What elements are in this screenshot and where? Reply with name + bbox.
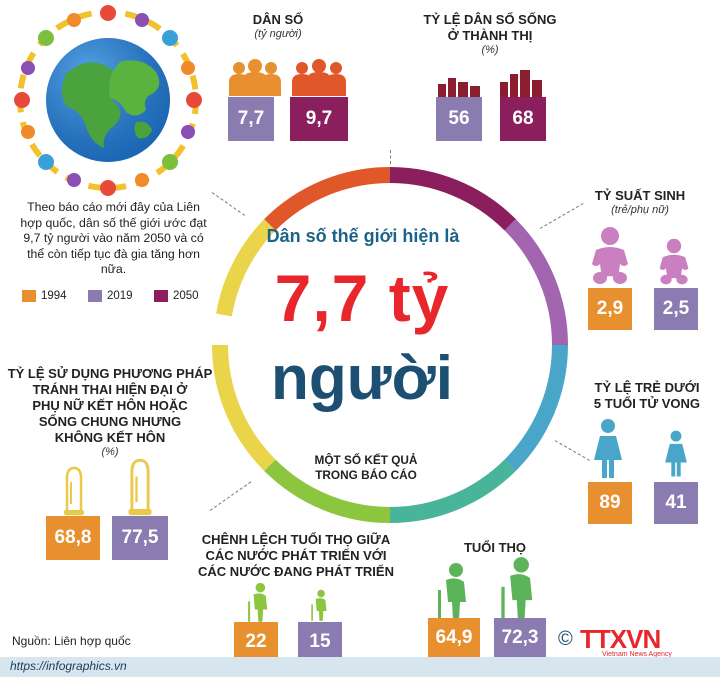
source-text: Nguồn: Liên hợp quốc [12, 634, 131, 648]
life-gap-title-line1: CHÊNH LỆCH TUỔI THỌ GIỮA [201, 532, 391, 547]
life-gap-title-line2: CÁC NƯỚC PHÁT TRIỂN VỚI [205, 548, 387, 563]
logo-tagline: Vietnam News Agency [602, 651, 672, 658]
contraception-2019-value: 77,5 [112, 516, 168, 560]
population-2050-value: 9,7 [290, 97, 348, 141]
urban-2050-value: 68 [500, 97, 546, 141]
legend-swatch-2019 [88, 290, 102, 302]
life-expectancy-1994-value: 64,9 [428, 618, 480, 658]
contraception-title-line4: SỐNG CHUNG NHƯNG [38, 414, 182, 429]
legend-item-2050: 2050 [154, 290, 199, 302]
elderly-person-icon [311, 589, 327, 621]
legend-item-1994: 1994 [22, 290, 67, 302]
intro-text: Theo báo cáo mới đây của Liên hợp quốc, … [20, 200, 207, 276]
people-circle-icon [14, 5, 202, 196]
condom-icon [128, 458, 152, 516]
legend-swatch-1994 [22, 290, 36, 302]
legend-swatch-2050 [154, 290, 168, 302]
copyright-icon: © [558, 628, 573, 650]
population-title: DÂN SỐ [252, 12, 304, 27]
globe-illustration [14, 5, 202, 196]
life-gap-2019-value: 15 [298, 622, 342, 662]
contraception-title-line2: TRÁNH THAI HIỆN ĐẠI Ở [32, 382, 188, 397]
contraception-title-line5: KHÔNG KẾT HÔN [54, 430, 166, 445]
center-headline: Dân số thế giới hiện là [266, 226, 460, 246]
fertility-2019-value: 2,5 [654, 288, 698, 330]
people-group-icon [229, 59, 281, 96]
life-expectancy-title: TUỔI THỌ [463, 540, 527, 555]
ring-segment-4 [389, 459, 516, 523]
urban-title-line1: TỶ LỆ DÂN SỐ SỐNG [423, 12, 557, 27]
fertility-1994-value: 2,9 [588, 288, 632, 330]
city-icon [438, 78, 480, 98]
contraception-title-line1: TỶ LỆ SỬ DỤNG PHƯƠNG PHÁP [7, 366, 213, 381]
urban-title-line2: Ở THÀNH THỊ [447, 28, 533, 43]
contraception-unit: (%) [101, 446, 119, 458]
contraception-title-line3: PHỤ NỮ KẾT HÔN HOẶC [32, 398, 188, 413]
fertility-unit: (trẻ/phụ nữ) [611, 204, 669, 216]
ring-segment-6 [212, 344, 276, 471]
urban-2019-value: 56 [436, 97, 482, 141]
condom-icon [64, 466, 84, 516]
ring-segment-8 [264, 167, 391, 231]
child-girl-icon [594, 419, 622, 478]
population-2019-value: 7,7 [228, 97, 274, 141]
child-mortality-2019-value: 41 [654, 482, 698, 524]
elderly-person-icon [438, 563, 466, 620]
ttxvn-logo: © TTXVN Vietnam News Agency [558, 624, 700, 660]
footer-bar [0, 657, 720, 677]
child-mortality-title-line2: 5 TUỔI TỬ VONG [593, 396, 701, 411]
center-caption: MỘT SỐ KẾT QUẢ TRONG BÁO CÁO [314, 453, 418, 482]
fertility-title: TỶ SUẤT SINH [594, 188, 686, 203]
contraception-1994-value: 68,8 [46, 516, 100, 560]
connector-line [390, 150, 392, 164]
center-big-unit: người [271, 344, 453, 413]
ring-segment-5 [264, 459, 391, 523]
ring-segment-2 [504, 219, 568, 346]
ring-segment-3 [504, 344, 568, 471]
elderly-person-icon [501, 557, 533, 620]
segment-ring [212, 167, 568, 523]
child-mortality-1994-value: 89 [588, 482, 632, 524]
baby-icon [659, 238, 689, 285]
urban-unit: (%) [481, 44, 499, 56]
life-gap-1994-value: 22 [234, 622, 278, 662]
child-mortality-title-line1: TỶ LỆ TRẺ DƯỚI [594, 380, 700, 395]
logo-brand: TTXVN [580, 624, 661, 654]
website-link[interactable]: https://infographics.vn [10, 659, 127, 673]
population-unit: (tỷ người) [254, 28, 302, 40]
child-girl-icon [665, 430, 687, 477]
life-expectancy-2019-value: 72,3 [494, 618, 546, 658]
legend-item-2019: 2019 [88, 290, 133, 302]
people-group-icon [292, 59, 346, 96]
city-icon [500, 70, 542, 98]
center-big-number: 7,7 tỷ [274, 261, 450, 335]
life-gap-title-line3: CÁC NƯỚC ĐANG PHÁT TRIỂN [198, 564, 394, 579]
elderly-person-icon [248, 582, 268, 622]
ring-segment-1 [389, 167, 516, 231]
baby-icon [592, 227, 628, 284]
